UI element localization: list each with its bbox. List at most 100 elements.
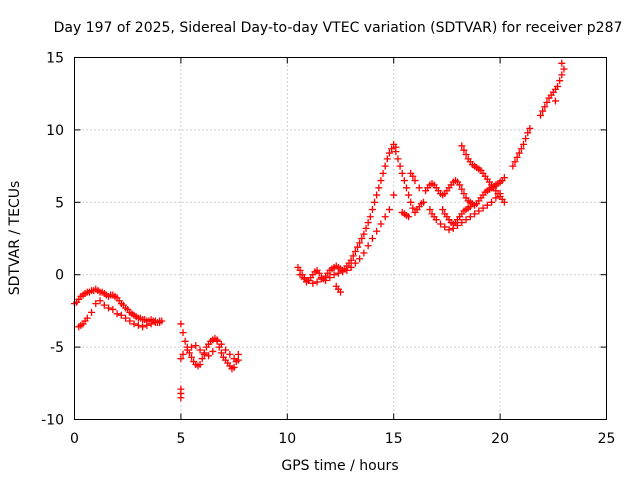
data-point xyxy=(445,226,453,234)
data-point xyxy=(524,129,532,137)
data-point xyxy=(520,140,528,148)
data-point xyxy=(466,203,474,211)
data-point xyxy=(405,191,413,199)
data-point xyxy=(179,329,187,337)
data-point xyxy=(183,346,191,354)
data-point xyxy=(360,249,368,257)
data-point xyxy=(373,191,381,199)
data-point xyxy=(139,323,147,331)
x-axis-label: GPS time / hours xyxy=(281,458,398,474)
data-points xyxy=(71,59,568,402)
data-point xyxy=(200,350,208,358)
data-point xyxy=(177,355,185,363)
data-point xyxy=(147,320,155,328)
x-tick-label: 25 xyxy=(598,431,616,447)
data-point xyxy=(226,350,234,358)
data-point xyxy=(551,97,559,105)
data-point xyxy=(368,235,376,242)
data-point xyxy=(305,276,313,284)
y-tick-label: 5 xyxy=(55,195,64,211)
data-point xyxy=(177,394,185,402)
data-point xyxy=(230,355,238,363)
data-point xyxy=(388,145,396,153)
data-point xyxy=(437,220,445,228)
data-point xyxy=(347,263,355,271)
data-point xyxy=(373,227,381,235)
data-point xyxy=(217,340,225,348)
data-point xyxy=(151,318,159,326)
data-point xyxy=(394,155,402,163)
data-point xyxy=(192,342,200,350)
data-point xyxy=(360,230,368,238)
data-point xyxy=(541,103,549,111)
data-point xyxy=(460,190,468,198)
data-point xyxy=(337,288,344,296)
x-tick-label: 0 xyxy=(70,431,79,447)
data-point xyxy=(492,194,500,202)
data-point xyxy=(509,162,517,170)
data-point xyxy=(517,145,525,153)
data-point xyxy=(409,172,417,180)
data-point xyxy=(554,82,562,90)
data-point xyxy=(351,248,359,256)
data-point xyxy=(122,314,130,322)
data-point xyxy=(322,276,330,284)
axis-ticks xyxy=(74,57,607,420)
data-point xyxy=(96,297,104,305)
data-point xyxy=(558,71,566,79)
data-point xyxy=(381,213,389,221)
data-point xyxy=(181,337,189,345)
data-point xyxy=(188,353,196,361)
data-point xyxy=(205,352,213,360)
x-tick-labels: 0 5 10 15 20 25 xyxy=(70,431,615,447)
data-point xyxy=(126,317,134,325)
data-point xyxy=(113,310,121,318)
data-point xyxy=(364,219,372,227)
data-point xyxy=(209,347,217,355)
data-point xyxy=(526,124,534,132)
y-tick-label: 10 xyxy=(46,123,64,139)
data-point xyxy=(398,169,406,177)
data-point xyxy=(130,320,138,328)
data-point xyxy=(349,252,357,260)
data-point xyxy=(143,321,151,329)
data-point xyxy=(385,206,393,214)
data-point xyxy=(326,274,334,282)
data-point xyxy=(362,224,370,232)
data-point xyxy=(383,155,391,163)
data-point xyxy=(377,220,385,228)
data-point xyxy=(458,185,466,193)
data-point xyxy=(156,317,164,325)
data-point xyxy=(358,235,366,242)
y-tick-label: -10 xyxy=(41,413,64,429)
data-point xyxy=(368,206,376,214)
data-point xyxy=(475,207,483,215)
data-point xyxy=(396,162,404,170)
data-point xyxy=(479,204,487,212)
data-point xyxy=(537,111,545,119)
data-point xyxy=(500,198,508,206)
data-point xyxy=(100,301,108,309)
data-point xyxy=(441,223,449,231)
data-point xyxy=(411,177,419,185)
data-point xyxy=(347,256,355,264)
data-point xyxy=(179,350,187,358)
data-point xyxy=(458,142,466,150)
data-point xyxy=(196,360,204,368)
data-point xyxy=(405,213,413,221)
data-point xyxy=(483,201,491,209)
data-point xyxy=(462,151,470,159)
data-point xyxy=(432,216,440,224)
data-point xyxy=(83,314,91,322)
data-point xyxy=(488,198,496,206)
data-point xyxy=(198,355,206,363)
data-point xyxy=(234,356,242,364)
data-point xyxy=(296,271,304,279)
data-point xyxy=(88,308,96,316)
data-point xyxy=(458,219,466,227)
data-point xyxy=(426,206,434,214)
data-point xyxy=(309,279,317,287)
data-point xyxy=(105,304,113,312)
data-point xyxy=(415,184,423,192)
data-point xyxy=(471,210,479,218)
